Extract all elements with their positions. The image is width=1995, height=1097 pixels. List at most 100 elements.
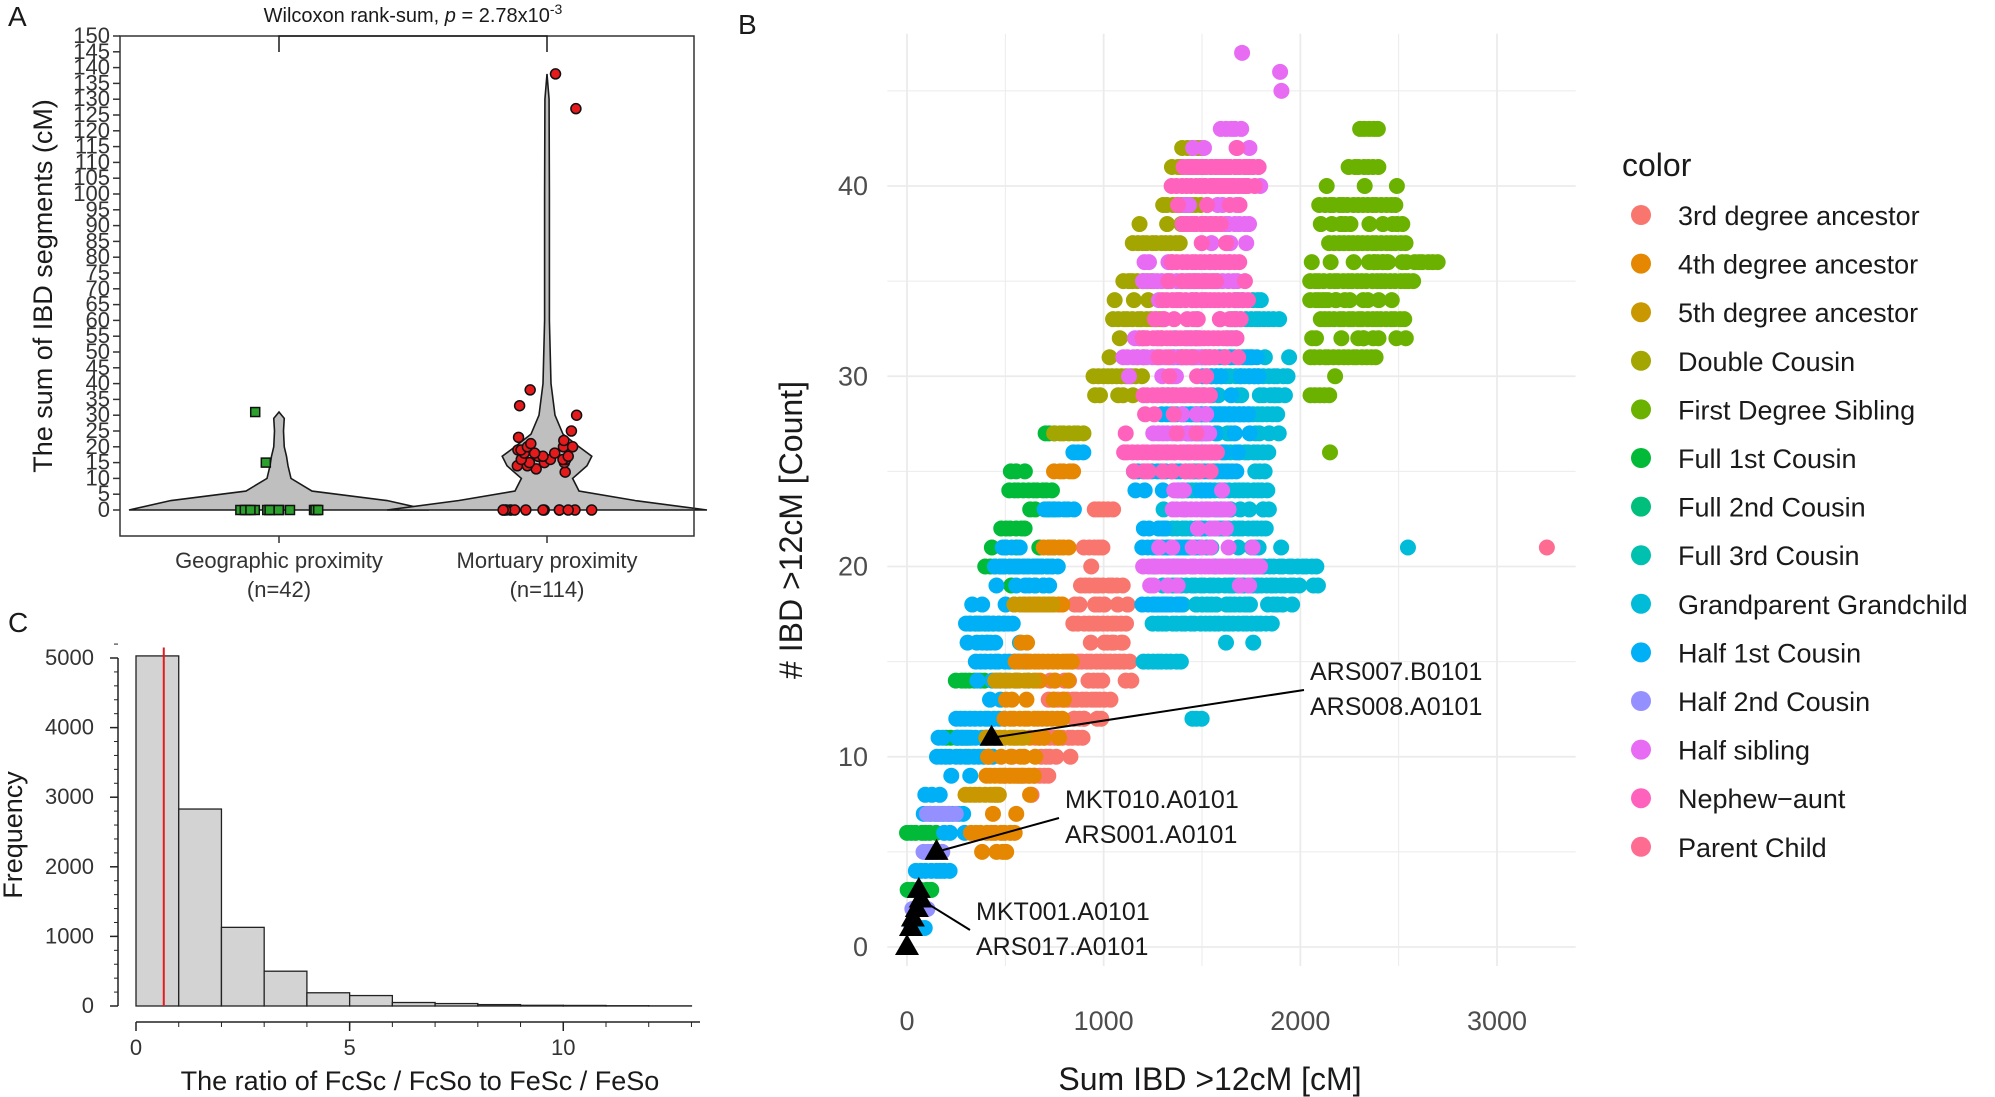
- data-point: [1333, 216, 1350, 233]
- data-point: [1228, 330, 1245, 347]
- data-point: [1232, 311, 1249, 328]
- data-point: [1096, 596, 1113, 613]
- panel-b-x-axis-label: Sum IBD >12cM [cM]: [1058, 1061, 1361, 1097]
- data-point: [1284, 596, 1301, 613]
- data-point: [1238, 235, 1255, 252]
- y-tick-label: 115: [75, 134, 110, 159]
- histogram-bar: [348, 994, 394, 1007]
- data-point: [1273, 539, 1290, 556]
- violin-0: [128, 410, 430, 511]
- data-point: [1065, 501, 1082, 518]
- y-tick-label: 140: [73, 55, 110, 80]
- legend-key: [1631, 253, 1651, 274]
- y-tick-label: 0: [98, 497, 110, 522]
- data-point: [1121, 653, 1138, 670]
- data-point: [1405, 273, 1422, 290]
- data-point: [1218, 634, 1235, 651]
- data-point: [1223, 178, 1240, 194]
- data-point: [512, 431, 525, 444]
- y-tick-label: 0: [82, 993, 94, 1018]
- y-tick-label: 20: [86, 434, 110, 459]
- data-point: [1189, 311, 1206, 328]
- data-point: [562, 450, 574, 463]
- y-tick-label: 5000: [45, 645, 94, 670]
- data-point: [245, 504, 256, 516]
- data-point: [1256, 463, 1273, 480]
- data-point: [1201, 425, 1218, 442]
- legend-label: Half 1st Cousin: [1678, 638, 1861, 668]
- data-point: [1160, 349, 1177, 366]
- data-point: [1252, 558, 1269, 575]
- marker-triangle: [906, 876, 931, 898]
- data-point: [566, 441, 579, 453]
- legend-key: [1631, 448, 1651, 468]
- data-point: [1189, 520, 1206, 537]
- data-point: [524, 384, 536, 396]
- data-point: [1231, 254, 1248, 271]
- y-tick-label: 30: [86, 402, 110, 427]
- data-point: [1172, 596, 1189, 613]
- y-tick-label: 105: [73, 165, 110, 190]
- data-point: [1218, 235, 1235, 252]
- data-point: [1260, 444, 1277, 461]
- legend-key: [1631, 205, 1651, 225]
- data-point: [1252, 292, 1269, 309]
- legend-label: Double Cousin: [1678, 347, 1855, 377]
- data-point: [1188, 425, 1205, 442]
- data-point: [1230, 349, 1247, 366]
- legend-key: [1631, 739, 1651, 760]
- legend-key: [1631, 836, 1651, 857]
- data-point: [1241, 501, 1258, 518]
- x-tick-n-label: (n=114): [510, 577, 585, 602]
- data-point: [1276, 387, 1293, 404]
- data-point: [1022, 786, 1039, 803]
- data-point: [1223, 387, 1240, 404]
- data-point: [1164, 463, 1181, 480]
- data-point: [1075, 444, 1092, 461]
- panel-b-legend: color 3rd degree ancestor 4th degree ance…: [1622, 147, 1968, 863]
- legend-label: Full 3rd Cousin: [1678, 541, 1860, 571]
- data-point: [1004, 615, 1021, 632]
- marker-triangle: [908, 886, 933, 908]
- data-point: [1226, 425, 1243, 442]
- data-point: [998, 843, 1015, 860]
- data-point: [1202, 539, 1219, 556]
- data-point: [513, 399, 526, 412]
- data-point: [1396, 311, 1413, 328]
- data-point: [1118, 615, 1135, 632]
- data-point: [1209, 178, 1226, 194]
- data-point: [1374, 216, 1391, 233]
- data-point: [1341, 292, 1358, 309]
- data-point: [1025, 767, 1042, 784]
- data-point: [1170, 197, 1187, 214]
- data-point: [1046, 672, 1063, 689]
- marker-triangle: [895, 934, 919, 955]
- data-point: [1272, 63, 1289, 80]
- data-point: [1006, 824, 1023, 841]
- data-point: [1380, 254, 1397, 271]
- data-point: [1102, 691, 1119, 708]
- data-point: [1370, 330, 1387, 347]
- y-tick-label: 80: [86, 244, 110, 269]
- data-point: [1062, 748, 1079, 765]
- annotation-leader-line: [936, 817, 1060, 853]
- data-point: [1322, 444, 1339, 461]
- legend-key: [1631, 399, 1651, 420]
- y-tick-label: 120: [73, 118, 110, 143]
- y-tick-label: 35: [86, 386, 110, 411]
- data-point: [1091, 387, 1108, 404]
- data-point: [1151, 539, 1168, 556]
- significance-annotation: Wilcoxon rank-sum, p = 2.78x10-3: [264, 1, 563, 27]
- y-tick-label: 50: [86, 339, 110, 364]
- y-tick-label: 2000: [45, 854, 94, 879]
- data-point: [1140, 254, 1157, 271]
- x-tick-label: 0: [130, 1035, 142, 1060]
- panel-c-y-axis-label: Frequency: [0, 771, 28, 899]
- data-point: [1125, 292, 1142, 309]
- y-tick-label: 55: [86, 323, 110, 348]
- legend-label: Half 2nd Cousin: [1678, 687, 1870, 717]
- data-point: [1327, 368, 1344, 385]
- data-point: [1244, 539, 1261, 556]
- y-tick-label: 1000: [45, 923, 94, 948]
- data-point: [1231, 197, 1248, 214]
